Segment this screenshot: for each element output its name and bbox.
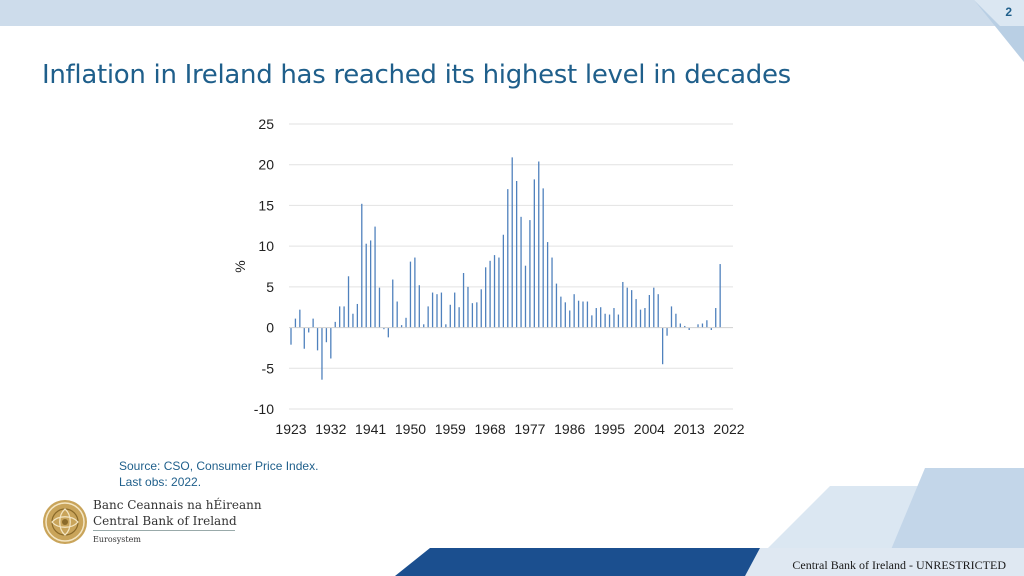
y-tick-label: -10 (254, 401, 274, 417)
source-line: Source: CSO, Consumer Price Index. (119, 459, 319, 473)
x-tick-label: 1923 (275, 421, 306, 437)
x-tick-label: 1986 (554, 421, 585, 437)
x-tick-label: 2013 (674, 421, 705, 437)
x-tick-label: 1932 (315, 421, 346, 437)
classification-footer: Central Bank of Ireland - UNRESTRICTED (792, 558, 1006, 572)
x-tick-label: 2022 (713, 421, 744, 437)
y-tick-label: 0 (266, 320, 274, 336)
x-tick-label: 1995 (594, 421, 625, 437)
top-band (0, 0, 1024, 26)
y-axis-label: % (232, 260, 248, 272)
y-tick-label: 5 (266, 279, 274, 295)
corner-decoration (974, 0, 1024, 62)
logo-divider (93, 530, 235, 531)
source-note: Source: CSO, Consumer Price Index. Last … (119, 458, 318, 490)
y-tick-label: 25 (258, 116, 274, 132)
bank-name-irish: Banc Ceannais na hÉireann (93, 498, 262, 512)
x-tick-label: 1941 (355, 421, 386, 437)
bank-name-english: Central Bank of Ireland (93, 514, 237, 528)
x-tick-label: 1968 (475, 421, 506, 437)
y-tick-label: 10 (258, 238, 274, 254)
slide-title: Inflation in Ireland has reached its hig… (42, 60, 791, 90)
y-tick-label: 15 (258, 197, 274, 213)
celtic-seal-icon (43, 500, 87, 544)
last-obs-line: Last obs: 2022. (119, 475, 202, 489)
x-tick-label: 1977 (514, 421, 545, 437)
page-number: 2 (1005, 5, 1012, 19)
x-tick-label: 1959 (435, 421, 466, 437)
y-tick-label: 20 (258, 157, 274, 173)
y-tick-label: -5 (262, 360, 275, 376)
x-tick-label: 2004 (634, 421, 665, 437)
x-tick-label: 1950 (395, 421, 426, 437)
eurosystem-label: Eurosystem (93, 535, 141, 544)
